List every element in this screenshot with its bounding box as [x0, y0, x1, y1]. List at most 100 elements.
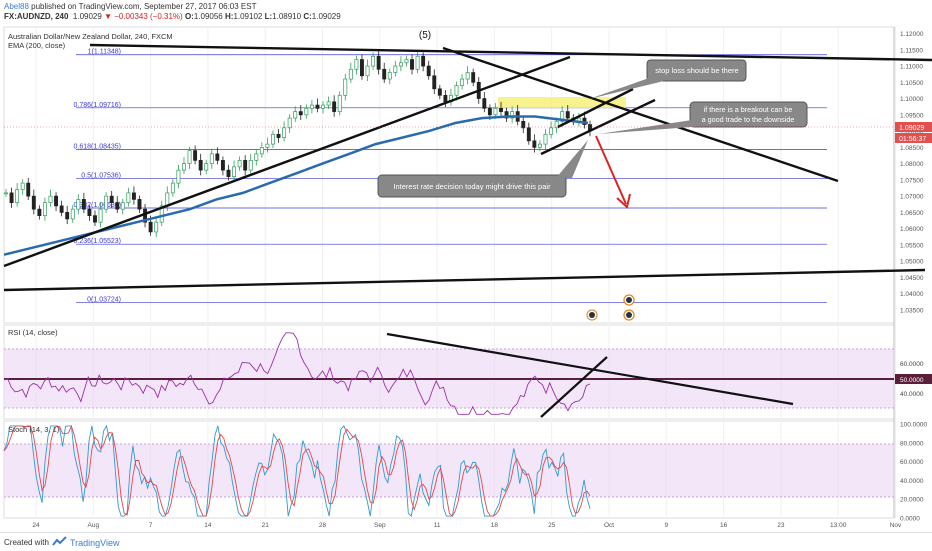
price-tick: 1.11000 [900, 64, 923, 71]
candle-body [337, 94, 342, 112]
close-label: C: [303, 12, 312, 21]
chart-canvas[interactable]: 1(1.11348) 0.786(1.09716) 0.618(1.08435) 0.… [0, 0, 932, 532]
time-tick: 14 [204, 522, 212, 529]
candle-body [109, 195, 114, 203]
candle-body [321, 104, 325, 109]
candle-body [115, 202, 120, 210]
candle-body [220, 160, 225, 171]
candle-body [415, 55, 420, 70]
time-tick: Nov [890, 522, 902, 529]
price-tick: 1.12000 [900, 31, 924, 38]
candle-body [4, 192, 8, 195]
tradingview-brand[interactable]: TradingView [70, 538, 120, 548]
fib-level-label: 0.618(1.08435) [74, 143, 121, 150]
price-tick: 1.06000 [900, 226, 924, 233]
price-tick: 1.05000 [900, 259, 924, 266]
price-tick: 1.08500 [900, 145, 924, 152]
stoch-d-line [3, 424, 591, 517]
callout-breakout[interactable]: if there is a breakout can be a good tra… [599, 101, 808, 134]
resistance-highlight [498, 97, 626, 108]
last-price-tag: 1.09029 01:56:37 [895, 122, 932, 143]
published-text: published on TradingView.com, September … [31, 2, 257, 11]
candle-body [42, 202, 47, 217]
header: Abel88 published on TradingView.com, Sep… [0, 0, 932, 26]
candle-body [237, 160, 242, 168]
stoch-tick: 20.0000 [900, 497, 924, 504]
candle-body [443, 94, 448, 103]
last-price-label: 1.09029 [899, 125, 924, 132]
close-value: 1.09029 [311, 12, 341, 21]
callout-stop-loss[interactable]: stop loss should be there [589, 59, 747, 99]
fib-level-label: 1(1.11348) [88, 49, 121, 56]
rsi-last-value: 50.0000 [900, 377, 924, 384]
candle-body [159, 205, 164, 223]
candle-body [326, 101, 331, 106]
author-link[interactable]: Abel88 [4, 2, 29, 11]
candle-body [398, 62, 403, 67]
time-tick: Aug [88, 522, 100, 529]
fib-level-label: 0(1.03724) [87, 297, 121, 304]
candle-body [37, 208, 42, 217]
price-tick: 1.10000 [900, 96, 924, 103]
candle-body [276, 133, 281, 138]
candle-body [304, 107, 309, 116]
price-tick: 1.04500 [900, 275, 924, 282]
candle-body [26, 182, 31, 197]
breakout-text-line2: a good trade to the downside [702, 115, 795, 124]
candle-body [148, 221, 153, 233]
price-tick: 1.04000 [900, 291, 924, 298]
candle-body [259, 147, 264, 155]
candle-body [293, 111, 298, 119]
candle-body [193, 150, 198, 161]
candle-body [59, 205, 64, 213]
candle-body [226, 169, 231, 177]
candle-body [48, 195, 53, 203]
candle-body [104, 195, 109, 210]
candle-body [93, 215, 97, 223]
candle-body [176, 169, 181, 184]
candle-body [532, 140, 537, 148]
candle-body [9, 192, 14, 203]
price-tick: 1.11500 [900, 47, 923, 54]
flag-icon [626, 297, 632, 303]
low-label: L: [264, 12, 273, 21]
candle-body [471, 72, 476, 83]
candle-body [487, 107, 492, 116]
candle-body [265, 143, 270, 148]
ema-legend: EMA (200, close) [8, 41, 66, 50]
price-tick: 1.08000 [900, 161, 924, 168]
candle-body [298, 111, 303, 116]
candle-body [243, 160, 248, 171]
candle-body [120, 202, 125, 210]
time-axis[interactable]: 24 Aug 7 14 21 28 Sep 11 18 25 Oct 9 16 23 13:00 Nov [32, 522, 902, 529]
stoch-tick: 40.0000 [900, 478, 924, 485]
candle-body [343, 78, 348, 96]
candle-body [371, 55, 376, 67]
fib-level-label: 0.786(1.09716) [74, 102, 121, 109]
event-icons[interactable] [586, 294, 635, 321]
candle-body [81, 199, 86, 210]
candle-body [454, 85, 459, 96]
high-label: H: [224, 12, 234, 21]
stoch-legend: Stoch (14, 3, 1) [8, 425, 60, 434]
candle-body [165, 192, 170, 207]
price-tick: 1.09000 [900, 129, 924, 136]
time-tick: 25 [548, 522, 556, 529]
candle-body [126, 192, 131, 203]
candle-body [131, 192, 136, 200]
breakout-text-line1: if there is a breakout can be [704, 105, 793, 114]
publish-info: Abel88 published on TradingView.com, Sep… [4, 2, 257, 11]
price-tick: 1.06500 [900, 210, 924, 217]
candle-body [204, 163, 209, 171]
price-tick: 1.05500 [900, 242, 924, 249]
candle-body [248, 160, 253, 171]
callout-interest-rate[interactable]: Interest rate decision today might drive… [377, 140, 588, 198]
rsi-line [3, 332, 591, 415]
flag-icon [589, 312, 595, 318]
price-axis[interactable]: 1.12000 1.11500 1.11000 1.10500 1.10000 1.095… [900, 31, 924, 314]
candle-body [482, 98, 487, 109]
candle-body [421, 55, 426, 67]
candle-body [493, 107, 498, 116]
candle-body [543, 133, 548, 145]
candle-body [332, 101, 337, 112]
